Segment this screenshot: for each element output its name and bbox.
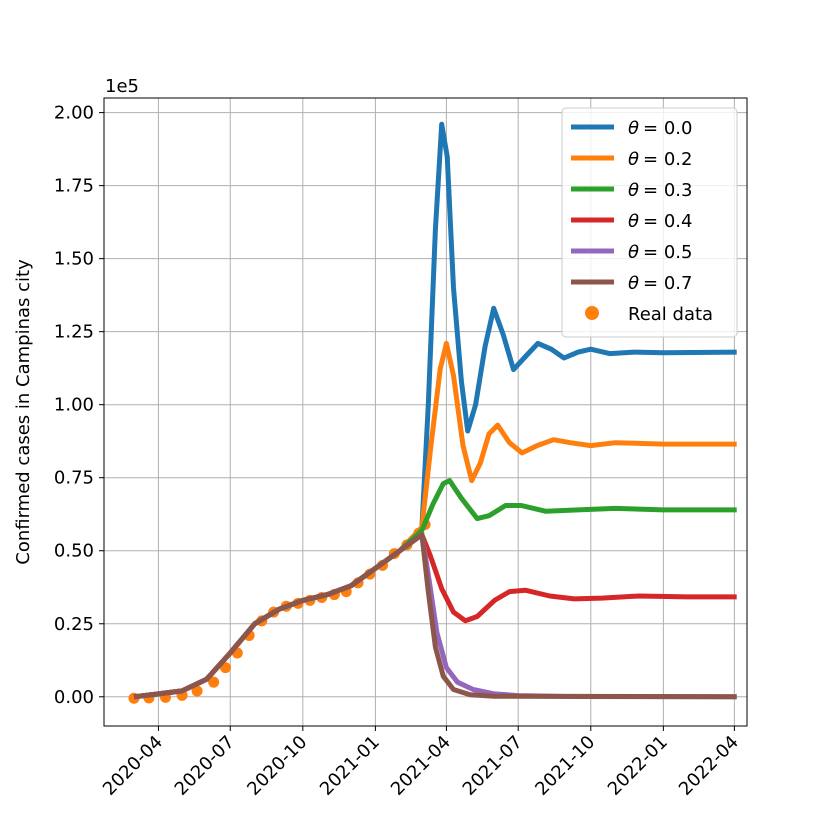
y-tick-label: 1.50 — [54, 249, 94, 270]
legend-label-value: = 0.4 — [643, 211, 692, 232]
real-data-point — [208, 676, 220, 688]
legend-label-value: = 0.7 — [643, 273, 692, 294]
y-offset-label: 1e5 — [105, 76, 139, 97]
legend-label-symbol: θ — [628, 242, 639, 263]
legend-swatch-real-data — [585, 306, 599, 320]
legend-label-value: = 0.2 — [643, 149, 692, 170]
legend-label-symbol: θ — [628, 211, 639, 232]
x-tick-label: 2022-01 — [604, 732, 672, 800]
x-axis-ticks: 2020-04 2020-07 2020-10 2021-01 2021-04 2021-… — [99, 726, 743, 800]
y-tick-label: 0.00 — [54, 687, 94, 708]
x-tick-label: 2020-10 — [243, 732, 311, 800]
y-tick-label: 1.00 — [54, 395, 94, 416]
y-tick-label: 0.50 — [54, 541, 94, 562]
y-tick-label: 1.25 — [54, 322, 94, 343]
legend-label: θ = 0.7 — [628, 273, 692, 294]
x-tick-label: 2020-07 — [171, 732, 239, 800]
plot-area — [128, 121, 737, 704]
x-tick-label: 2021-04 — [387, 732, 455, 800]
legend-label: θ = 0.4 — [628, 211, 692, 232]
y-axis-ticks: 0.00 0.25 0.50 0.75 1.00 1.25 1.50 1.75 2.00 — [54, 103, 104, 708]
legend-label-symbol: θ — [628, 273, 639, 294]
legend-label: θ = 0.0 — [628, 118, 692, 139]
y-tick-label: 0.25 — [54, 614, 94, 635]
x-tick-label: 2021-07 — [459, 732, 527, 800]
legend-label: θ = 0.2 — [628, 149, 692, 170]
y-tick-label: 1.75 — [54, 176, 94, 197]
y-tick-label: 0.75 — [54, 468, 94, 489]
legend-label-value: = 0.5 — [643, 242, 692, 263]
legend: θ = 0.0θ = 0.2θ = 0.3θ = 0.4θ = 0.5θ = 0.7Real… — [561, 107, 738, 338]
x-tick-label: 2021-01 — [316, 732, 384, 800]
x-tick-label: 2022-04 — [675, 732, 743, 800]
legend-label-value: = 0.3 — [643, 180, 692, 201]
series-line-5 — [133, 532, 737, 700]
axes-frame — [103, 97, 748, 727]
x-tick-label: 2021-10 — [531, 732, 599, 800]
x-tick-label: 2020-04 — [99, 732, 167, 800]
legend-label: θ = 0.3 — [628, 180, 692, 201]
y-axis-label: Confirmed cases in Campinas city — [13, 259, 34, 565]
legend-label-symbol: θ — [628, 180, 639, 201]
legend-label: θ = 0.5 — [628, 242, 692, 263]
real-data-point — [191, 685, 203, 697]
legend-label-real-data: Real data — [628, 304, 713, 325]
legend-label-symbol: θ — [628, 149, 639, 170]
legend-label-value: = 0.0 — [643, 118, 692, 139]
legend-label-symbol: θ — [628, 118, 639, 139]
y-tick-label: 2.00 — [54, 103, 94, 124]
